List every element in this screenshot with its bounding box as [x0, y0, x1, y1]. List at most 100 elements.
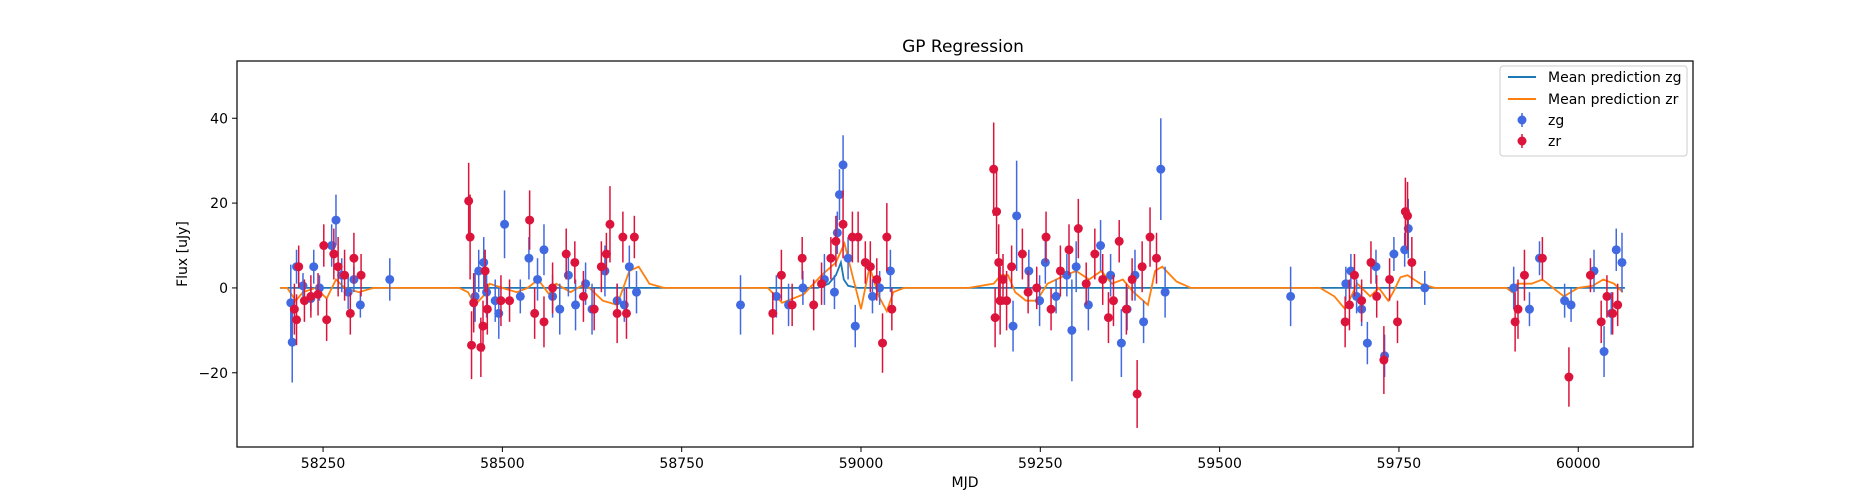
- marker-zr: [1349, 270, 1359, 280]
- marker-zg: [385, 274, 395, 284]
- data-point-zg: [1071, 241, 1081, 293]
- data-point-zr: [887, 287, 897, 331]
- marker-zr: [621, 308, 631, 318]
- data-point-zr: [605, 186, 615, 263]
- data-point-zr: [1152, 232, 1162, 284]
- marker-zr: [482, 304, 492, 314]
- series-layer: [280, 118, 1627, 428]
- marker-zr: [333, 262, 343, 272]
- marker-zr: [465, 232, 475, 242]
- marker-zg: [885, 266, 895, 276]
- marker-zr: [1344, 300, 1354, 310]
- data-point-zr: [1403, 181, 1413, 250]
- marker-zr: [294, 262, 304, 272]
- data-point-zr: [1145, 207, 1155, 267]
- marker-zg: [533, 274, 543, 284]
- data-point-zr: [1366, 241, 1376, 284]
- data-point-zr: [294, 245, 304, 288]
- marker-zr: [994, 257, 1004, 267]
- data-point-zr: [469, 273, 479, 333]
- marker-zr: [1379, 355, 1389, 365]
- marker-zr: [601, 249, 611, 259]
- data-point-zr: [356, 254, 366, 297]
- data-point-zr: [1007, 245, 1017, 288]
- data-point-zr: [1379, 326, 1389, 394]
- data-point-zr: [340, 249, 350, 301]
- data-point-zr: [496, 275, 506, 327]
- marker-zg: [309, 262, 319, 272]
- marker-zr: [1513, 304, 1523, 314]
- marker-zr: [1055, 266, 1065, 276]
- marker-zg: [555, 304, 565, 314]
- data-point-zr: [1041, 211, 1051, 263]
- marker-zg: [619, 300, 629, 310]
- marker-zr: [478, 321, 488, 331]
- y-tick-label: 0: [219, 281, 228, 297]
- data-point-zr: [306, 275, 316, 318]
- data-point-zg: [539, 224, 549, 276]
- plot-frame: [236, 60, 1694, 448]
- data-point-zg: [533, 258, 543, 301]
- data-point-zr: [1537, 237, 1547, 280]
- marker-zr: [887, 304, 897, 314]
- marker-zg: [479, 257, 489, 267]
- marker-zr: [831, 236, 841, 246]
- data-point-zg: [500, 190, 510, 259]
- data-point-zr: [797, 237, 807, 280]
- marker-zr: [596, 262, 606, 272]
- data-point-zr: [1046, 287, 1056, 331]
- data-point-zr: [882, 203, 892, 271]
- marker-zg: [632, 287, 642, 297]
- data-point-zg: [1524, 292, 1534, 327]
- data-point-zr: [1017, 228, 1027, 280]
- data-point-zg: [632, 270, 642, 314]
- data-point-zg: [479, 237, 489, 288]
- x-axis-label: MJD: [952, 475, 979, 491]
- data-point-zr: [530, 287, 540, 339]
- marker-zr: [1137, 262, 1147, 272]
- data-point-zg: [834, 169, 844, 221]
- data-point-zr: [1098, 254, 1108, 305]
- marker-zg: [1599, 347, 1609, 357]
- x-tick-label: 58750: [659, 456, 704, 472]
- marker-zg: [474, 266, 484, 276]
- marker-zr: [787, 300, 797, 310]
- marker-zr: [1002, 296, 1012, 306]
- data-point-zr: [872, 258, 882, 301]
- marker-zr: [469, 298, 479, 308]
- marker-zg: [1524, 304, 1534, 314]
- marker-zg: [1389, 249, 1399, 259]
- data-point-zr: [292, 294, 302, 346]
- marker-zg: [1139, 317, 1149, 327]
- marker-zg: [736, 300, 746, 310]
- x-tick-label: 59000: [839, 456, 884, 472]
- marker-zr: [329, 249, 339, 259]
- data-point-zr: [1002, 270, 1012, 331]
- data-point-zr: [878, 313, 888, 373]
- data-point-zr: [1090, 228, 1100, 280]
- data-point-zr: [578, 270, 588, 322]
- data-point-zr: [1513, 279, 1523, 339]
- data-point-zr: [994, 224, 1004, 301]
- data-point-zr: [612, 283, 622, 344]
- marker-zg: [500, 219, 510, 229]
- marker-zr: [1608, 308, 1618, 318]
- marker-zr: [525, 215, 535, 225]
- data-point-zr: [853, 211, 863, 263]
- marker-zr: [539, 317, 549, 327]
- x-tick-label: 59250: [1018, 456, 1063, 472]
- marker-zr: [992, 207, 1002, 217]
- data-point-zr: [1073, 198, 1083, 259]
- marker-zr: [306, 291, 316, 301]
- data-point-zr: [618, 211, 628, 263]
- marker-zg: [355, 300, 365, 310]
- marker-zr: [1127, 274, 1137, 284]
- data-point-zr: [865, 241, 875, 293]
- marker-zr: [882, 232, 892, 242]
- marker-zg: [298, 281, 308, 291]
- marker-zr: [1372, 291, 1382, 301]
- x-tick-label: 58500: [480, 456, 525, 472]
- marker-zr: [464, 196, 474, 206]
- data-point-zr: [1519, 249, 1529, 301]
- marker-zr: [1017, 249, 1027, 259]
